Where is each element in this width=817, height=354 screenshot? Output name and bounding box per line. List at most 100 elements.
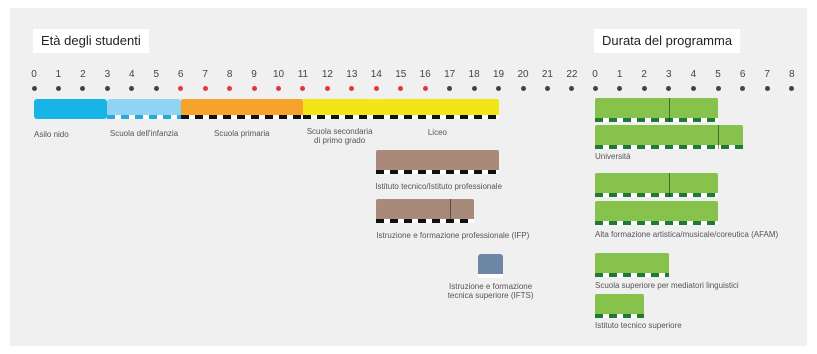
age-tick-label: 19 bbox=[492, 69, 505, 80]
age-tick-dot bbox=[422, 86, 428, 91]
bar-stripe bbox=[107, 115, 181, 119]
age-tick-dot bbox=[129, 86, 135, 91]
age-tick-label: 14 bbox=[370, 69, 382, 80]
bar-stripe bbox=[180, 115, 303, 119]
bar-mediatori bbox=[595, 253, 669, 277]
age-tick-dot bbox=[520, 86, 526, 91]
duration-tick-label: 6 bbox=[739, 69, 746, 80]
bar-stripe bbox=[595, 145, 743, 149]
age-tick-dot bbox=[398, 86, 404, 91]
age-tick-dot bbox=[178, 86, 184, 91]
bar-stripe bbox=[595, 273, 669, 277]
bar-stripe bbox=[595, 221, 718, 225]
bar-universita bbox=[595, 98, 718, 122]
age-tick-label: 20 bbox=[517, 69, 529, 80]
age-tick-dot bbox=[544, 86, 550, 91]
age-axis-title: Età degli studenti bbox=[33, 29, 149, 53]
bar-stripe bbox=[376, 115, 499, 119]
bar-divider bbox=[668, 173, 670, 197]
duration-tick-label: 3 bbox=[666, 69, 672, 80]
bar-ifp bbox=[376, 199, 475, 223]
age-tick-label: 3 bbox=[104, 69, 111, 80]
age-tick-dot bbox=[31, 86, 37, 91]
bar-afam bbox=[595, 173, 718, 197]
age-tick-dot bbox=[324, 86, 330, 91]
label-secondaria-primo-grado: Scuola secondaria di primo grado bbox=[306, 127, 373, 145]
bar-stripe bbox=[376, 219, 475, 223]
label-liceo: Liceo bbox=[427, 128, 447, 137]
label-mediatori: Scuola superiore per mediatori linguisti… bbox=[595, 281, 739, 290]
label-asilo: Asilo nido bbox=[34, 130, 69, 139]
age-tick-dot bbox=[447, 86, 453, 91]
bar-ifts bbox=[478, 254, 504, 278]
bar-afam bbox=[595, 201, 718, 225]
label-ifp: Istruzione e formazione professionale (I… bbox=[376, 231, 530, 240]
age-tick-dot bbox=[251, 86, 257, 91]
duration-tick-dot bbox=[592, 86, 598, 91]
duration-tick-label: 2 bbox=[641, 69, 647, 80]
duration-tick-dot bbox=[641, 86, 647, 91]
age-tick-label: 9 bbox=[251, 69, 257, 80]
age-tick-label: 10 bbox=[272, 69, 285, 80]
age-tick-dot bbox=[55, 86, 61, 91]
duration-tick-label: 7 bbox=[764, 69, 770, 80]
label-infanzia: Scuola dell'infanzia bbox=[109, 129, 179, 138]
label-afam: Alta formazione artistica/musicale/coreu… bbox=[595, 230, 779, 239]
duration-tick-dot bbox=[789, 86, 795, 91]
bar-liceo bbox=[376, 99, 499, 119]
label-universita: Università bbox=[595, 152, 631, 161]
age-tick-label: 1 bbox=[55, 69, 62, 80]
age-tick-label: 6 bbox=[177, 69, 184, 80]
age-tick-dot bbox=[227, 86, 233, 91]
bar-primaria bbox=[180, 99, 303, 119]
age-tick-label: 8 bbox=[226, 69, 233, 80]
age-tick-label: 21 bbox=[541, 69, 553, 80]
duration-tick-dot bbox=[690, 86, 696, 91]
age-tick-dot bbox=[104, 86, 110, 91]
bar-its bbox=[595, 294, 645, 318]
duration-tick-dot bbox=[740, 86, 746, 91]
bar-stripe bbox=[595, 118, 718, 122]
label-primaria: Scuola primaria bbox=[214, 129, 270, 138]
age-tick-label: 2 bbox=[80, 69, 86, 80]
duration-tick-dot bbox=[617, 86, 623, 91]
label-istituto-tecnico: Istituto tecnico/Istituto professionale bbox=[375, 182, 503, 191]
bar-stripe bbox=[478, 274, 504, 278]
duration-axis-title: Durata del programma bbox=[594, 29, 741, 53]
age-tick-dot bbox=[496, 86, 502, 91]
bar-stripe bbox=[376, 170, 499, 174]
age-tick-dot bbox=[373, 86, 379, 91]
bar-infanzia bbox=[107, 99, 181, 119]
age-tick-dot bbox=[300, 86, 306, 91]
age-tick-dot bbox=[276, 86, 281, 91]
duration-tick-dot bbox=[715, 86, 721, 91]
age-tick-label: 18 bbox=[468, 69, 480, 80]
age-tick-label: 15 bbox=[395, 69, 407, 80]
age-tick-label: 13 bbox=[346, 69, 358, 80]
age-tick-dot bbox=[153, 86, 159, 91]
age-tick-dot bbox=[569, 86, 575, 91]
duration-tick-dot bbox=[666, 86, 672, 91]
bar-stripe bbox=[302, 115, 377, 119]
bar-stripe bbox=[595, 193, 718, 197]
age-tick-dot bbox=[349, 86, 355, 91]
bar-asilo bbox=[34, 99, 108, 119]
age-tick-label: 12 bbox=[321, 69, 333, 80]
duration-tick-label: 0 bbox=[592, 69, 598, 80]
age-tick-label: 16 bbox=[419, 69, 431, 80]
age-tick-label: 17 bbox=[444, 69, 456, 80]
duration-tick-label: 1 bbox=[616, 69, 623, 80]
bar-universita bbox=[595, 125, 743, 149]
duration-tick-label: 4 bbox=[690, 69, 697, 80]
bar-divider bbox=[668, 98, 670, 122]
label-its: Istituto tecnico superiore bbox=[595, 321, 682, 330]
age-tick-dot bbox=[80, 86, 86, 91]
age-tick-label: 7 bbox=[202, 69, 208, 80]
age-tick-label: 11 bbox=[297, 69, 309, 80]
duration-tick-dot bbox=[764, 86, 770, 91]
age-tick-dot bbox=[202, 86, 208, 91]
bar-secondaria-primo-grado bbox=[302, 99, 377, 119]
duration-tick-label: 5 bbox=[715, 69, 721, 80]
bar-divider bbox=[718, 125, 719, 149]
label-ifts: Istruzione e formazione tecnica superiore… bbox=[447, 282, 534, 300]
